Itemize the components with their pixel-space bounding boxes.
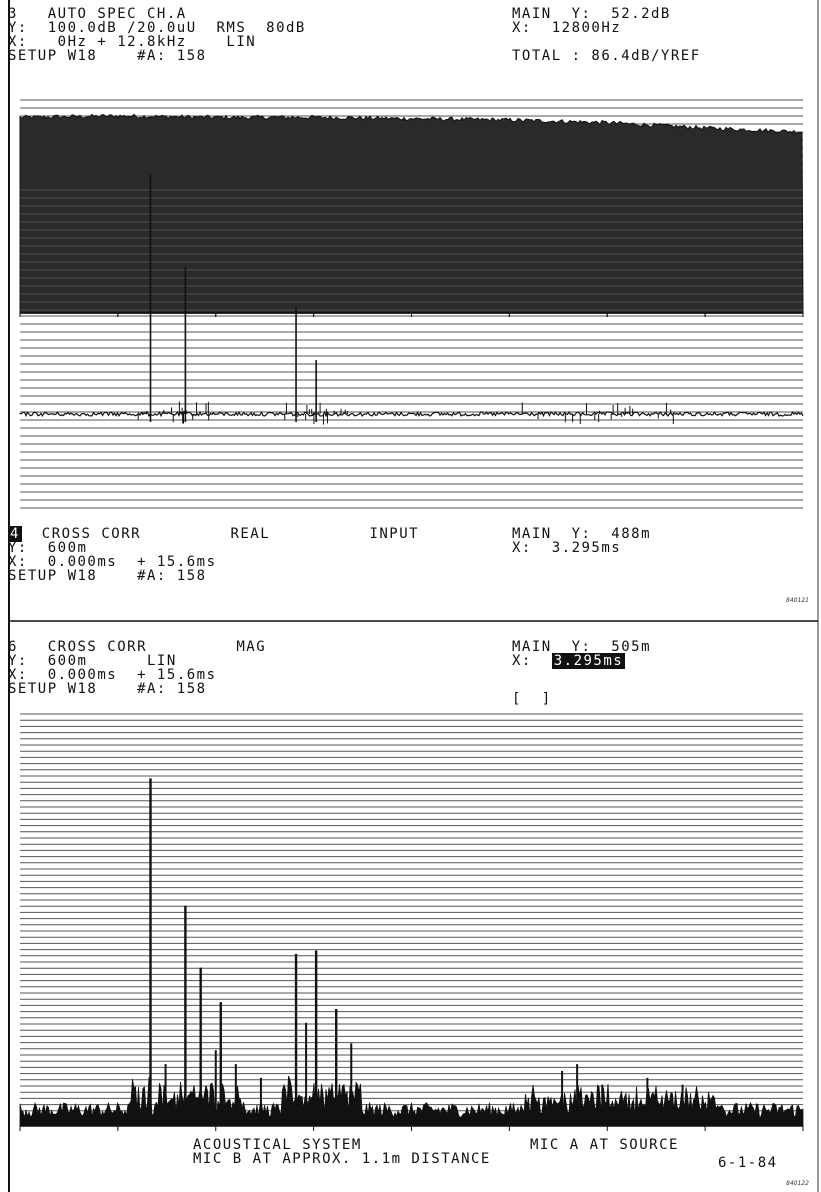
- xcorr-mag-noise-area: [19, 1075, 804, 1127]
- panel1-line1-right: MAIN Y: 52.2dB: [512, 6, 671, 22]
- figure-number-1: 840121: [786, 597, 809, 604]
- figure-number-2: 840122: [786, 1180, 809, 1187]
- panel3-line1-right: MAIN Y: 505m: [512, 639, 652, 655]
- panel2-line2-left: Y: 600m: [8, 540, 88, 556]
- xcorr-real-trace: [19, 410, 804, 418]
- panel3-x-value: 3.295ms: [551, 653, 626, 669]
- panel3-line4-left: SETUP W18 #A: 158: [8, 681, 207, 697]
- panel2-title: CROSS CORR REAL INPUT: [21, 526, 420, 542]
- panel2-line3-left: X: 0.000ms + 15.6ms: [8, 554, 217, 570]
- caption-line2-left: MIC B AT APPROX. 1.1m DISTANCE: [193, 1151, 491, 1167]
- panel1-line2-left: Y: 100.0dB /20.0uU RMS 80dB: [8, 20, 306, 36]
- panel3-line2-left: Y: 600m LIN: [8, 653, 177, 669]
- panel3-x-label: X:: [512, 653, 532, 669]
- panel3-line1-left: 6 CROSS CORR MAG: [8, 639, 267, 655]
- caption-line1-right: MIC A AT SOURCE: [530, 1137, 679, 1153]
- panel2-line1-left: 4 CROSS CORR REAL INPUT: [8, 526, 420, 542]
- panel3-line4-right: [ ]: [512, 691, 552, 707]
- panel3-line3-left: X: 0.000ms + 15.6ms: [8, 667, 217, 683]
- caption-line2-right: 6-1-84: [718, 1155, 778, 1171]
- panel1-line4-right: TOTAL : 86.4dB/YREF: [512, 48, 701, 64]
- panel1-line1-left: 3 AUTO SPEC CH.A: [8, 6, 187, 22]
- caption-line1-left: ACOUSTICAL SYSTEM: [193, 1137, 362, 1153]
- panel2-line4-left: SETUP W18 #A: 158: [8, 568, 207, 584]
- panel2-line2-right: X: 3.295ms: [512, 540, 622, 556]
- panel2-line1-right: MAIN Y: 488m: [512, 526, 652, 542]
- panel1-line2-right: X: 12800Hz: [512, 20, 622, 36]
- panel2-number-badge: 4: [8, 526, 22, 542]
- panel3-line2-right: X: 3.295ms: [512, 653, 626, 669]
- panel1-line4-left: SETUP W18 #A: 158: [8, 48, 207, 64]
- panel1-line3-left: X: 0Hz + 12.8kHz LIN: [8, 34, 257, 50]
